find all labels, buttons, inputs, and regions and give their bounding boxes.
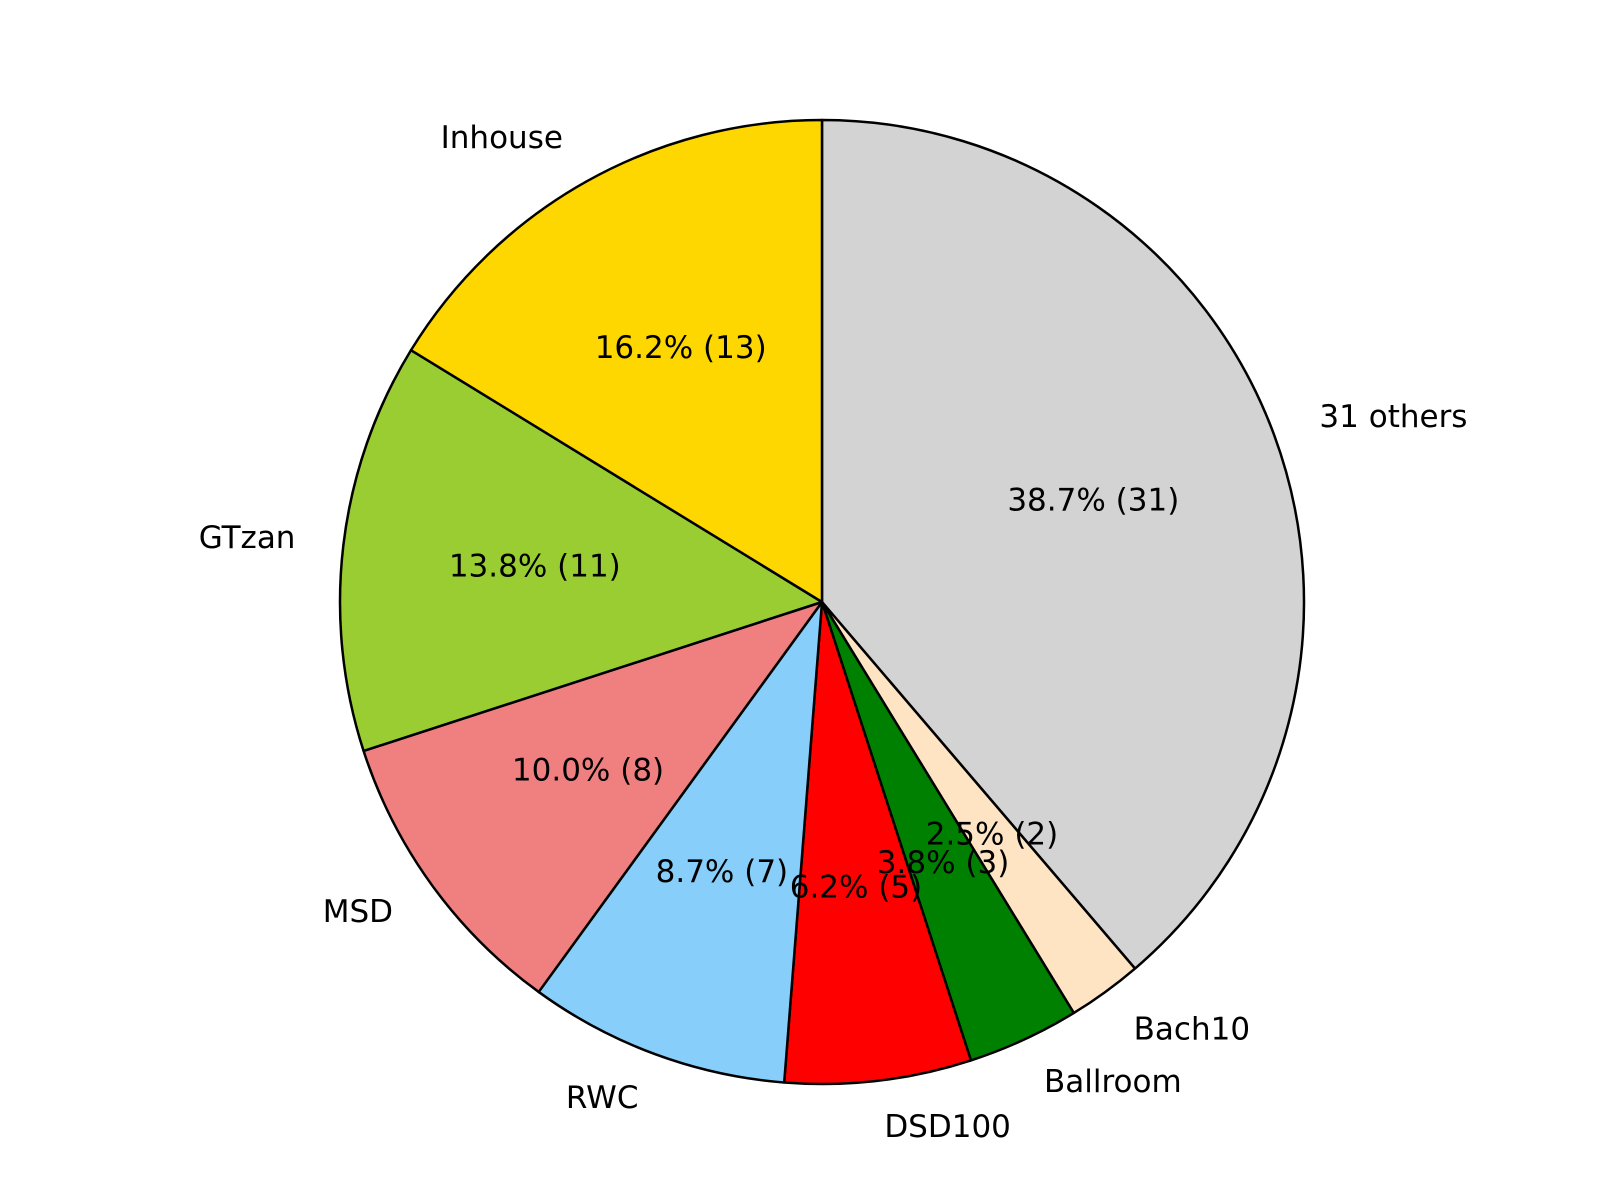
pie-slice — [820, 118, 1306, 970]
slice-label: Ballroom — [1044, 1064, 1182, 1100]
value-label: 6.2% (5) — [790, 870, 923, 906]
value-label: 13.8% (11) — [449, 549, 621, 585]
value-label: 8.7% (7) — [656, 854, 789, 890]
pie-slice — [537, 600, 824, 1084]
slice-label: 31 others — [1319, 399, 1467, 435]
value-label: 10.0% (8) — [512, 752, 664, 788]
pie-slice — [782, 600, 973, 1086]
pie-slice — [338, 348, 824, 753]
pie-slice — [409, 118, 824, 604]
slice-label: Inhouse — [441, 120, 563, 156]
value-label: 16.2% (13) — [595, 330, 767, 366]
value-label: 2.5% (2) — [926, 816, 1059, 852]
slice-label: Bach10 — [1134, 1011, 1250, 1047]
slice-label: MSD — [323, 894, 393, 930]
pie-slice — [362, 600, 824, 994]
value-label: 38.7% (31) — [1007, 482, 1179, 518]
value-label: 3.8% (3) — [877, 845, 1010, 881]
slice-label: GTzan — [199, 520, 296, 556]
slice-label: DSD100 — [884, 1109, 1011, 1145]
slice-label: RWC — [566, 1080, 639, 1116]
